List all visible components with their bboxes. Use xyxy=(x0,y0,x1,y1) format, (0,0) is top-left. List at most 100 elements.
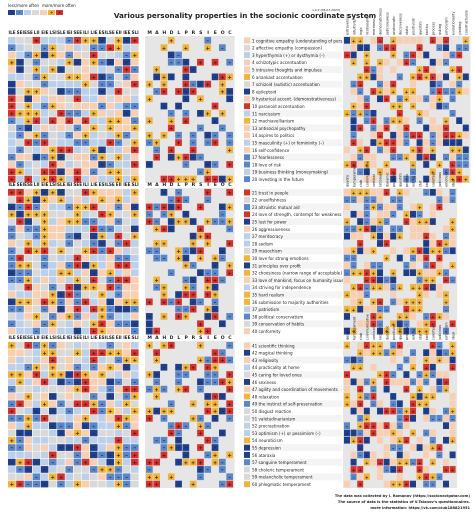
dichotomy-cell xyxy=(396,473,403,481)
dichotomy-cell xyxy=(350,254,357,262)
scale-header-label: R xyxy=(192,335,196,341)
dichotomy-cell xyxy=(350,37,357,44)
type-cell xyxy=(65,363,73,371)
type-cell xyxy=(32,73,41,81)
dichotomy-cell-sign: + xyxy=(444,242,448,248)
dichotomy-cell xyxy=(370,203,377,211)
scale-cell-sign: – xyxy=(214,133,217,139)
dichotomy-cell xyxy=(390,117,397,124)
property-summary-cell xyxy=(244,74,250,80)
scale-cell-sign: – xyxy=(170,271,173,277)
chart-title: Various personality properties in the so… xyxy=(114,11,376,20)
dichotomy-cell-sign: + xyxy=(352,307,356,313)
dichotomy-cell xyxy=(357,363,364,371)
type-header-label: LII xyxy=(34,182,40,187)
type-cell xyxy=(114,175,123,183)
dichotomy-cell xyxy=(410,407,416,415)
dichotomy-cell-sign: – xyxy=(432,221,435,226)
type-cell xyxy=(8,146,16,154)
scale-cell xyxy=(204,189,212,196)
type-cell-sign: + xyxy=(26,104,30,110)
dichotomy-cell-sign: – xyxy=(366,221,369,226)
scale-cell-sign: + xyxy=(206,409,210,415)
dichotomy-cell xyxy=(403,95,410,103)
property-summary-cell xyxy=(244,284,250,291)
type-cell-sign: – xyxy=(117,205,120,211)
dichotomy-cell-sign: – xyxy=(465,149,468,154)
dichotomy-cell xyxy=(390,51,397,59)
property-label: 35 hard realism xyxy=(252,293,284,298)
type-cell-sign: + xyxy=(124,264,128,270)
type-cell-sign: – xyxy=(93,234,96,240)
scale-cell-sign: – xyxy=(221,395,224,401)
dichotomy-cell-sign: – xyxy=(451,192,454,197)
dichotomy-cell xyxy=(416,276,423,284)
type-cell xyxy=(24,44,32,51)
type-cell-sign: – xyxy=(76,112,79,118)
scale-cell-sign: + xyxy=(184,155,188,161)
property-summary-cell xyxy=(244,437,250,444)
dichotomy-cell-sign: + xyxy=(424,75,428,81)
dichotomy-cell xyxy=(429,66,436,73)
dichotomy-cell-sign: + xyxy=(371,344,375,350)
scale-cell xyxy=(175,196,182,203)
scale-cell xyxy=(189,276,197,284)
dichotomy-cell xyxy=(350,153,357,161)
type-cell xyxy=(114,429,123,437)
type-cell xyxy=(32,247,41,255)
scale-cell-sign: – xyxy=(148,322,151,328)
dichotomy-cell xyxy=(396,298,403,306)
type-cell-sign: – xyxy=(68,242,71,248)
type-cell xyxy=(16,451,24,459)
dichotomy-cell-sign: + xyxy=(404,90,408,96)
type-cell-sign: + xyxy=(59,177,63,183)
type-cell xyxy=(122,58,131,66)
scale-cell xyxy=(211,444,219,451)
scale-cell xyxy=(153,327,160,335)
dichotomy-cell xyxy=(357,400,364,408)
type-cell xyxy=(8,313,16,320)
type-cell-sign: + xyxy=(18,373,22,379)
scale-cell-sign: + xyxy=(213,409,217,415)
dichotomy-header-label: emotivism xyxy=(445,322,449,340)
type-cell xyxy=(122,291,131,298)
scale-cell-sign: – xyxy=(199,300,202,306)
dichotomy-cell xyxy=(344,146,350,154)
type-cell xyxy=(16,480,24,488)
type-cell-sign: – xyxy=(35,227,38,233)
dichotomy-cell-sign: + xyxy=(444,380,448,386)
type-cell-sign: + xyxy=(10,482,14,488)
dichotomy-cell-sign: – xyxy=(405,265,408,270)
type-cell-sign: – xyxy=(117,322,120,328)
property-summary-cell xyxy=(244,466,250,473)
property-row-background xyxy=(244,363,342,371)
dichotomy-cell xyxy=(370,349,377,356)
type-cell xyxy=(65,320,73,328)
dichotomy-cell xyxy=(377,283,383,291)
scale-cell xyxy=(204,240,212,247)
type-cell-sign: – xyxy=(43,155,46,161)
dichotomy-cell-sign: + xyxy=(451,227,455,233)
dichotomy-cell xyxy=(363,73,370,81)
dichotomy-cell xyxy=(344,480,350,488)
type-cell-sign: – xyxy=(35,141,38,147)
type-cell xyxy=(8,153,16,161)
property-row-background xyxy=(244,210,342,218)
type-cell-sign: + xyxy=(26,90,30,96)
scale-cell xyxy=(160,436,168,444)
scale-cell xyxy=(182,422,190,429)
type-cell xyxy=(73,422,82,429)
dichotomy-cell xyxy=(396,422,403,429)
type-cell-sign: + xyxy=(59,271,63,277)
dichotomy-cell xyxy=(370,189,377,196)
dichotomy-cell xyxy=(357,102,364,110)
type-cell-sign: + xyxy=(100,293,104,299)
type-cell xyxy=(73,378,82,386)
property-label: 33 love of mankind, focus on humanity is… xyxy=(252,278,346,283)
type-cell xyxy=(114,210,123,218)
dichotomy-cell xyxy=(370,363,377,371)
dichotomy-cell xyxy=(403,327,410,335)
scale-cell-sign: – xyxy=(148,468,151,474)
dichotomy-cell xyxy=(449,451,456,459)
